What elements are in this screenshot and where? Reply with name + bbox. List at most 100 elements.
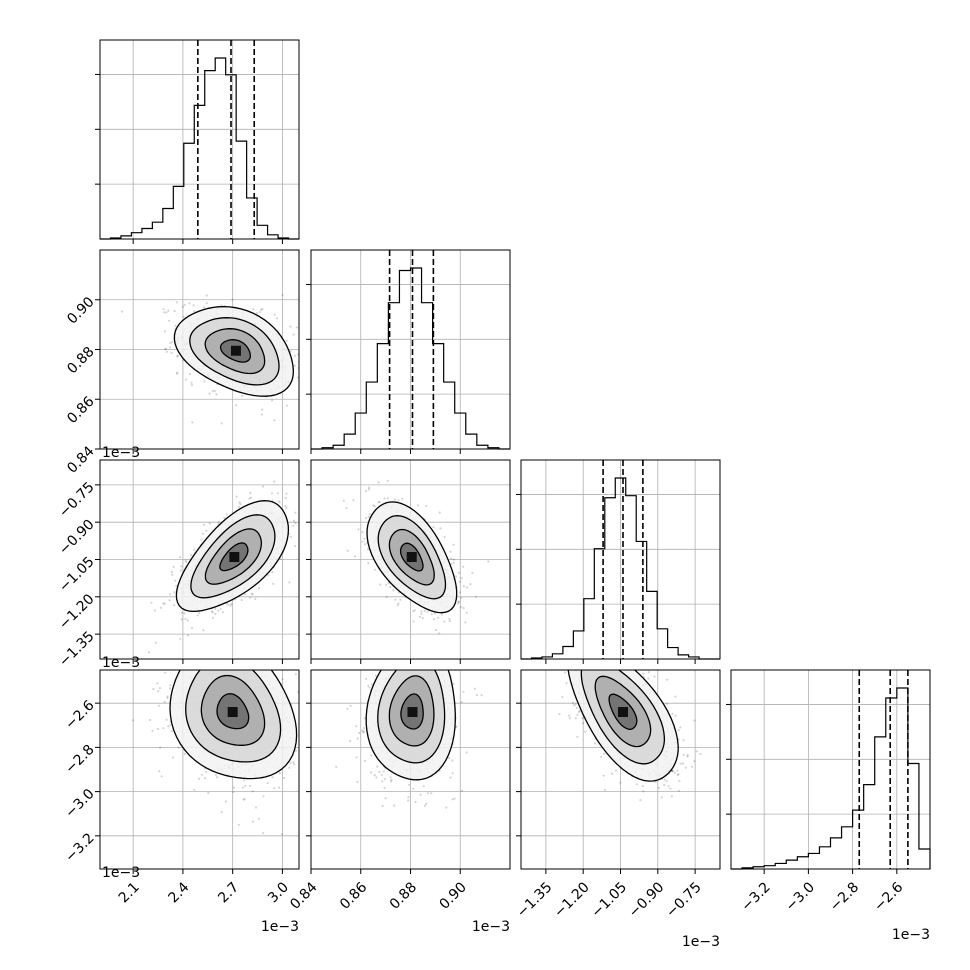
contour-line xyxy=(388,675,435,747)
sample-point xyxy=(387,666,389,668)
sample-point xyxy=(368,686,371,689)
sample-point xyxy=(362,731,365,734)
contour-line xyxy=(204,328,266,375)
sample-point xyxy=(686,755,689,758)
hist-panel-2 xyxy=(306,249,511,454)
sample-point xyxy=(301,739,303,741)
sample-point xyxy=(391,667,393,669)
sample-point xyxy=(288,766,291,769)
sample-point xyxy=(194,666,196,668)
sample-point xyxy=(170,730,173,733)
sample-point xyxy=(292,333,295,336)
sample-point xyxy=(284,496,287,499)
sample-point xyxy=(263,667,265,669)
sample-point xyxy=(167,664,169,666)
sample-point xyxy=(176,371,179,374)
sample-point xyxy=(355,756,358,759)
sample-point xyxy=(158,704,161,707)
sample-point xyxy=(235,404,238,407)
contour-line xyxy=(173,305,294,397)
sample-point xyxy=(397,499,400,502)
sample-point xyxy=(426,627,428,629)
sample-point xyxy=(397,656,399,658)
sample-point xyxy=(227,644,229,646)
sample-point xyxy=(271,776,274,779)
sample-point xyxy=(229,661,231,663)
sample-point xyxy=(465,586,469,589)
sample-point xyxy=(211,611,214,614)
sample-point xyxy=(373,646,375,648)
sample-point xyxy=(456,602,460,605)
sample-point xyxy=(217,521,220,524)
sample-point xyxy=(581,717,584,720)
sample-point xyxy=(243,617,245,619)
sample-point xyxy=(397,602,400,605)
sample-point xyxy=(384,797,387,800)
sample-point xyxy=(423,650,425,652)
contour-line xyxy=(216,693,250,730)
sample-point xyxy=(163,700,166,704)
sample-point xyxy=(170,351,173,355)
hist-panel-3 xyxy=(516,459,721,664)
sample-point xyxy=(393,652,395,654)
sample-point xyxy=(383,497,386,500)
sample-point xyxy=(418,615,421,619)
sample-point xyxy=(190,553,193,557)
sample-point xyxy=(464,621,467,624)
sample-point xyxy=(445,806,448,809)
sample-point xyxy=(159,746,162,749)
sample-point xyxy=(670,795,674,798)
sample-point xyxy=(150,601,153,604)
sample-point xyxy=(164,348,167,351)
sample-point xyxy=(257,817,260,820)
sample-point xyxy=(453,558,456,561)
sample-point xyxy=(474,595,477,598)
sample-point xyxy=(569,657,571,659)
sample-point xyxy=(381,780,384,783)
plot-area xyxy=(147,480,297,654)
sample-point xyxy=(389,776,392,779)
sample-point xyxy=(183,303,186,306)
sample-point xyxy=(266,782,269,785)
sample-point xyxy=(236,656,238,658)
sample-point xyxy=(428,640,430,642)
sample-point xyxy=(407,664,409,666)
sample-point xyxy=(553,649,555,651)
sample-point xyxy=(426,654,428,656)
sample-point xyxy=(408,622,410,624)
sample-point xyxy=(221,643,223,645)
sample-point xyxy=(480,694,483,697)
sample-point xyxy=(176,649,178,651)
sample-point xyxy=(378,500,381,504)
sample-point xyxy=(192,637,194,639)
scatter-panel-2-4 xyxy=(306,622,511,874)
sample-point xyxy=(362,730,365,733)
sample-point xyxy=(271,571,274,574)
sample-point xyxy=(251,820,254,823)
sample-point xyxy=(462,585,465,588)
sample-point xyxy=(392,666,394,668)
sample-point xyxy=(346,549,349,552)
sample-point xyxy=(449,776,452,779)
sample-point xyxy=(283,776,286,780)
scatter-panel-3-4 xyxy=(516,649,721,874)
sample-point xyxy=(186,634,190,637)
sample-point xyxy=(243,779,246,782)
scatter-panel-1-2 xyxy=(95,249,303,454)
sample-point xyxy=(289,350,292,353)
sample-point xyxy=(188,302,191,305)
sample-point xyxy=(233,643,235,645)
sample-point xyxy=(288,581,291,584)
sample-point xyxy=(420,610,423,613)
sample-point xyxy=(399,666,401,668)
sample-point xyxy=(473,687,476,690)
contour-line xyxy=(388,528,435,586)
sample-point xyxy=(411,666,413,668)
sample-point xyxy=(181,611,184,614)
sample-point xyxy=(232,665,234,667)
sample-point xyxy=(224,618,226,620)
sample-point xyxy=(301,351,303,353)
sample-point xyxy=(286,631,288,633)
sample-point xyxy=(177,746,180,749)
sample-point xyxy=(147,651,151,654)
